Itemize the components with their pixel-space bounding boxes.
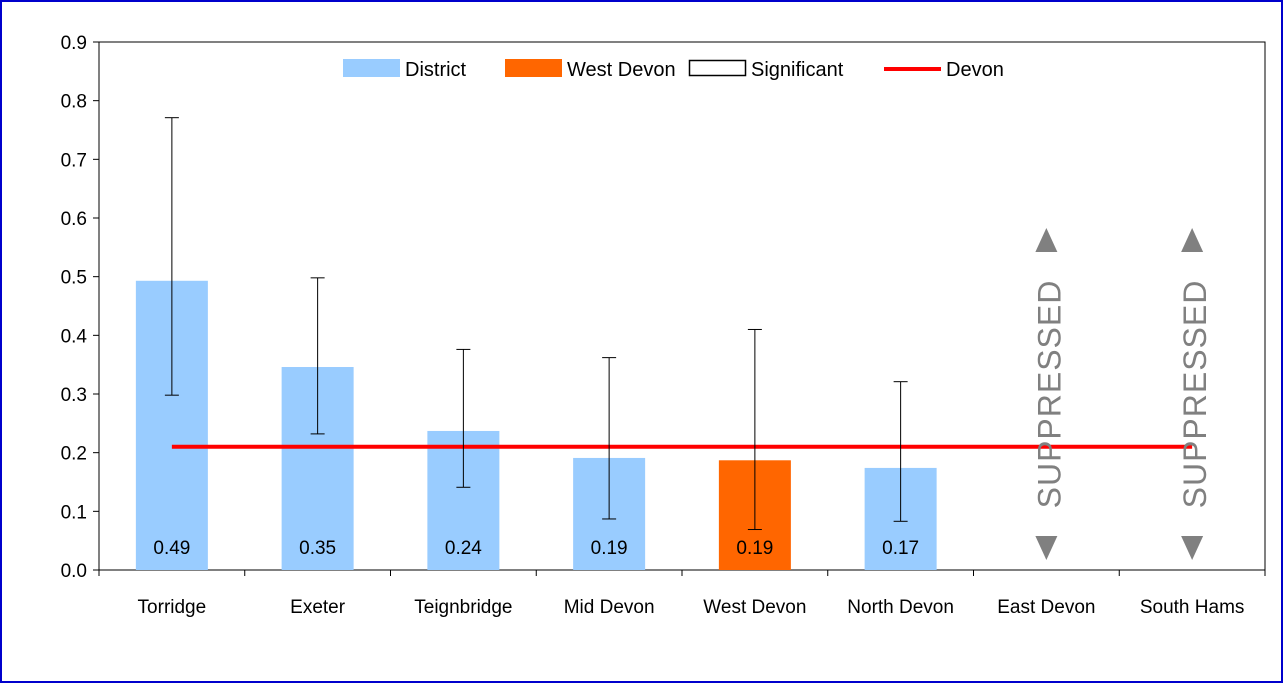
suppressed-down-arrow-icon	[1035, 536, 1058, 560]
data-label: 0.19	[736, 538, 773, 559]
x-category-label: Teignbridge	[414, 597, 512, 618]
legend-significant-label: Significant	[751, 59, 844, 81]
legend-devon-label: Devon	[946, 59, 1004, 81]
y-tick-label: 0.6	[61, 209, 87, 230]
y-tick-label: 0.8	[61, 92, 87, 113]
data-label: 0.35	[299, 538, 336, 559]
suppressed-down-arrow-icon	[1181, 536, 1204, 560]
x-category-label: West Devon	[703, 597, 806, 618]
suppressed-label: SUPPRESSED	[1031, 280, 1067, 509]
x-category-label: South Hams	[1140, 597, 1245, 618]
suppressed-label: SUPPRESSED	[1177, 280, 1213, 509]
suppressed-up-arrow-icon	[1181, 228, 1204, 252]
legend-west-devon-swatch	[505, 59, 562, 77]
x-category-label: Torridge	[138, 597, 207, 618]
x-category-label: North Devon	[847, 597, 954, 618]
y-tick-label: 0.0	[61, 561, 87, 582]
data-label: 0.24	[445, 538, 482, 559]
data-label: 0.49	[153, 538, 190, 559]
x-category-label: East Devon	[997, 597, 1095, 618]
x-category-label: Mid Devon	[564, 597, 655, 618]
y-tick-label: 0.3	[61, 385, 87, 406]
y-tick-label: 0.5	[61, 268, 87, 289]
y-tick-label: 0.9	[61, 33, 87, 54]
legend-west-devon-label: West Devon	[567, 59, 676, 81]
data-label: 0.19	[591, 538, 628, 559]
suppressed-up-arrow-icon	[1035, 228, 1058, 252]
x-category-label: Exeter	[290, 597, 346, 618]
legend-district-label: District	[405, 59, 467, 81]
legend-district-swatch	[343, 59, 400, 77]
y-tick-label: 0.1	[61, 502, 87, 523]
y-tick-label: 0.4	[61, 326, 88, 347]
y-tick-label: 0.7	[61, 150, 87, 171]
legend-significant-swatch	[688, 59, 747, 77]
y-tick-label: 0.2	[61, 444, 87, 465]
data-label: 0.17	[882, 538, 919, 559]
